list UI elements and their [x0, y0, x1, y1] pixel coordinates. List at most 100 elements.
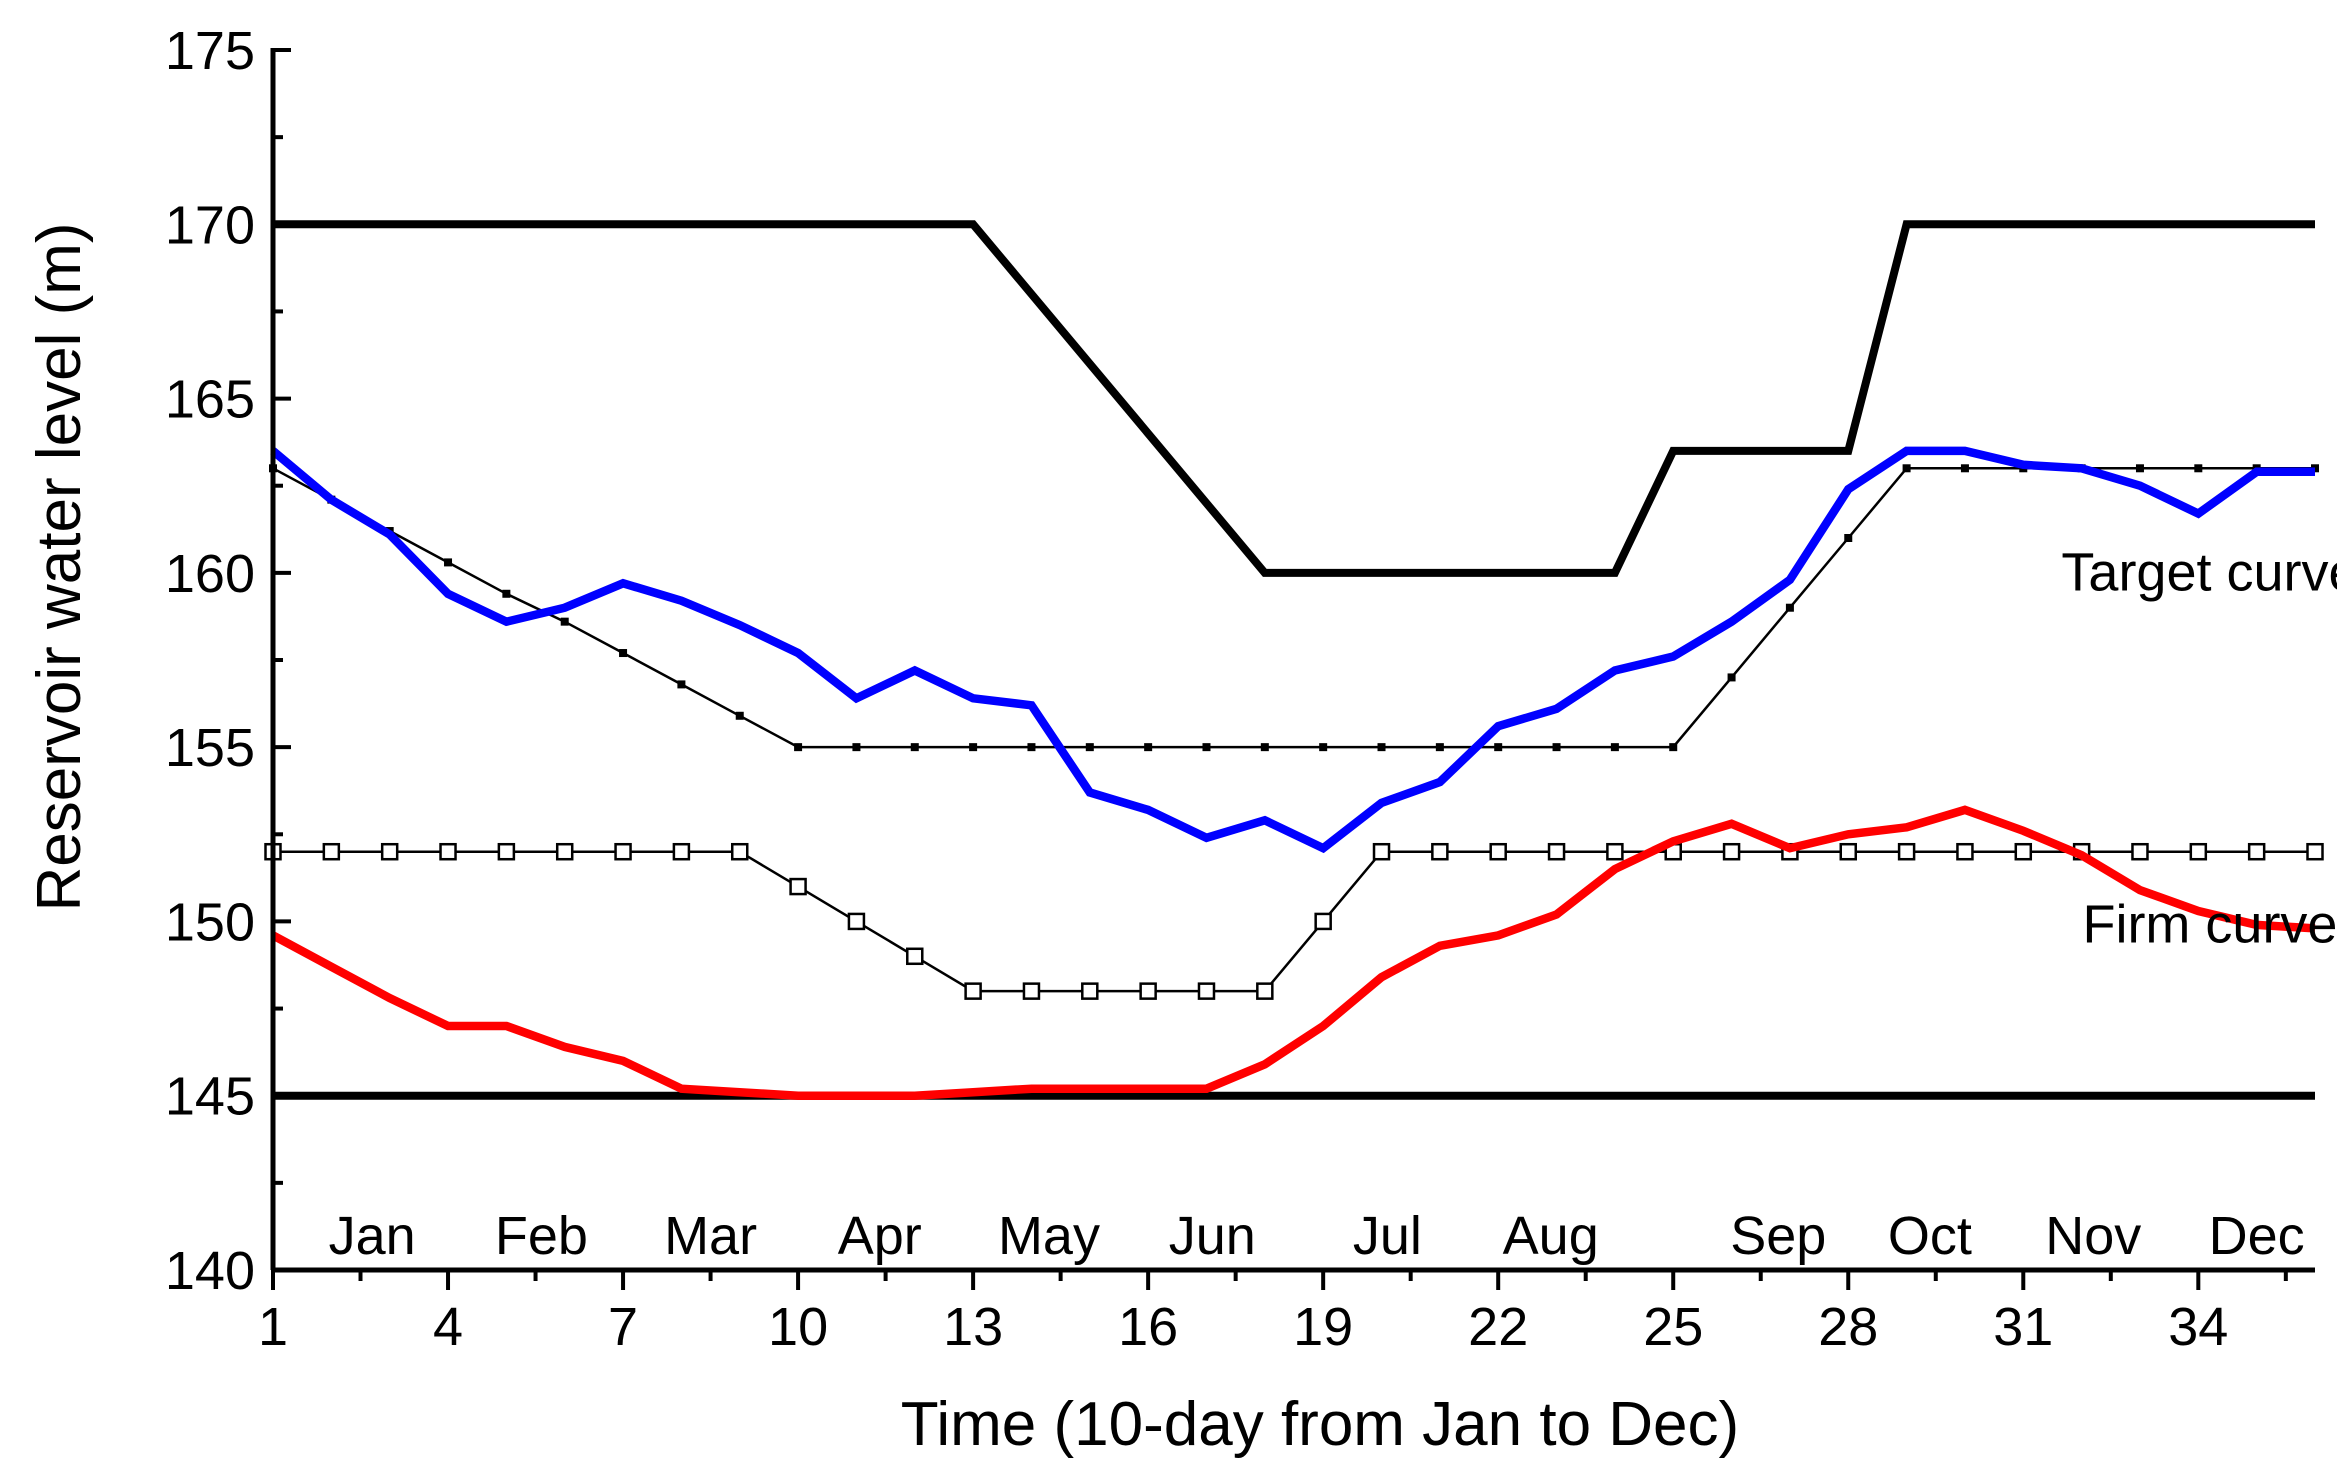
y-tick-label: 160 [165, 544, 255, 604]
firm-curve-point [555, 842, 574, 861]
target-curve-point [910, 743, 919, 752]
y-tick-label: 150 [165, 892, 255, 952]
month-label-apr: Apr [838, 1206, 922, 1266]
target-curve-point [1610, 743, 1619, 752]
target-curve-point [1960, 464, 1969, 473]
target-curve-point [1202, 743, 1211, 752]
month-label-oct: Oct [1888, 1206, 1972, 1266]
firm-curve-point [2306, 842, 2324, 861]
month-label-aug: Aug [1503, 1206, 1599, 1266]
month-label-feb: Feb [495, 1206, 588, 1266]
firm-curve-point [964, 982, 982, 1000]
x-tick-label: 28 [1818, 1297, 1878, 1357]
annotation-target-curve: Target curve [2061, 542, 2337, 602]
annotation-firm-curve: Firm curve [2082, 894, 2337, 954]
firm-curve-point [1722, 842, 1741, 861]
month-label-jul: Jul [1353, 1206, 1422, 1266]
firm-curve-point [847, 912, 866, 931]
target-curve-point [619, 649, 628, 658]
firm-curve-point [789, 877, 807, 896]
firm-curve-point [1081, 982, 1099, 1000]
month-label-may: May [998, 1206, 1100, 1266]
month-label-jan: Jan [329, 1206, 416, 1266]
x-tick-label: 25 [1643, 1297, 1703, 1357]
x-tick-label: 22 [1468, 1297, 1528, 1357]
target-curve-point [2135, 464, 2144, 473]
target-curve-point [1552, 743, 1561, 752]
y-tick-label: 155 [165, 718, 255, 778]
y-tick-label: 165 [165, 370, 255, 430]
series-line-upper-limit [273, 220, 2315, 577]
series-line-target-curve [272, 467, 2315, 749]
firm-curve-point [1431, 842, 1449, 861]
firm-curve-point [614, 842, 632, 861]
target-curve-point [1669, 743, 1678, 752]
firm-curve-point [1372, 842, 1391, 861]
firm-curve-point [1956, 842, 1974, 861]
target-curve-point [1377, 743, 1386, 752]
firm-curve-point [2189, 842, 2208, 861]
firm-curve-point [497, 842, 516, 861]
target-curve-point [1260, 743, 1269, 752]
firm-curve-point [439, 842, 457, 861]
target-curve-point [1727, 673, 1736, 682]
firm-curve-point [2014, 842, 2033, 861]
target-curve-point [1494, 743, 1503, 752]
firm-curve-point [1897, 842, 1916, 861]
firm-curve-point [1606, 842, 1624, 861]
firm-curve-point [322, 842, 341, 861]
axes-layer [270, 48, 2315, 1290]
x-tick-label: 10 [768, 1297, 828, 1357]
target-curve-point [852, 743, 861, 752]
target-curve-point [1027, 743, 1036, 752]
x-tick-label: 4 [433, 1297, 463, 1357]
series-line-firm-curve [273, 850, 2315, 993]
y-tick-label: 175 [165, 21, 255, 81]
series-line-simulated-water-level-red [270, 805, 2316, 1100]
firm-curve-point [672, 842, 691, 861]
x-tick-label: 19 [1293, 1297, 1353, 1357]
y-tick-label: 140 [165, 1241, 255, 1301]
target-curve-point [2194, 464, 2203, 473]
month-label-mar: Mar [664, 1206, 757, 1266]
x-tick-label: 34 [2168, 1297, 2228, 1357]
target-curve-point [794, 743, 803, 752]
target-curve-point [1319, 743, 1328, 752]
month-label-nov: Nov [2045, 1206, 2141, 1266]
target-curve-point [1435, 743, 1444, 752]
target-curve-point [1844, 534, 1853, 542]
target-curve-point [1902, 464, 1911, 473]
month-label-sep: Sep [1730, 1206, 1826, 1266]
y-axis-title: Reservoir water level (m) [25, 222, 94, 911]
x-tick-label: 16 [1118, 1297, 1178, 1357]
target-curve-point [969, 743, 978, 752]
x-tick-label: 1 [258, 1297, 288, 1357]
firm-curve-point [730, 842, 749, 861]
firm-curve-point [1489, 842, 1507, 861]
x-axis-title: Time (10-day from Jan to Dec) [901, 1390, 1739, 1459]
month-label-dec: Dec [2209, 1206, 2305, 1266]
x-tick-label: 13 [943, 1297, 1003, 1357]
y-tick-label: 145 [165, 1067, 255, 1127]
firm-curve-point [1314, 912, 1332, 931]
firm-curve-point [380, 842, 399, 861]
series-line-simulated-water-level-blue [270, 446, 2315, 854]
firm-curve-point [1197, 982, 1216, 1000]
labels-layer: 140 145 150 155 160 165 170 175 1 4 7 10 13 16 19 22 25 2… [165, 21, 2337, 1357]
target-curve-point [735, 711, 744, 720]
target-curve-point [1785, 603, 1794, 612]
firm-curve-point [2131, 842, 2149, 861]
target-curve-point [502, 589, 511, 598]
target-curve-point [444, 558, 453, 567]
x-tick-label: 31 [1993, 1297, 2053, 1357]
y-tick-label: 170 [165, 195, 255, 255]
target-curve-point [560, 617, 569, 626]
series-layer [264, 220, 2324, 1100]
month-label-jun: Jun [1169, 1206, 1256, 1266]
x-tick-label: 7 [608, 1297, 638, 1357]
firm-curve-point [1256, 982, 1274, 1000]
target-curve-point [1085, 743, 1094, 752]
firm-curve-point [1139, 982, 1157, 1000]
firm-curve-point [906, 947, 924, 966]
